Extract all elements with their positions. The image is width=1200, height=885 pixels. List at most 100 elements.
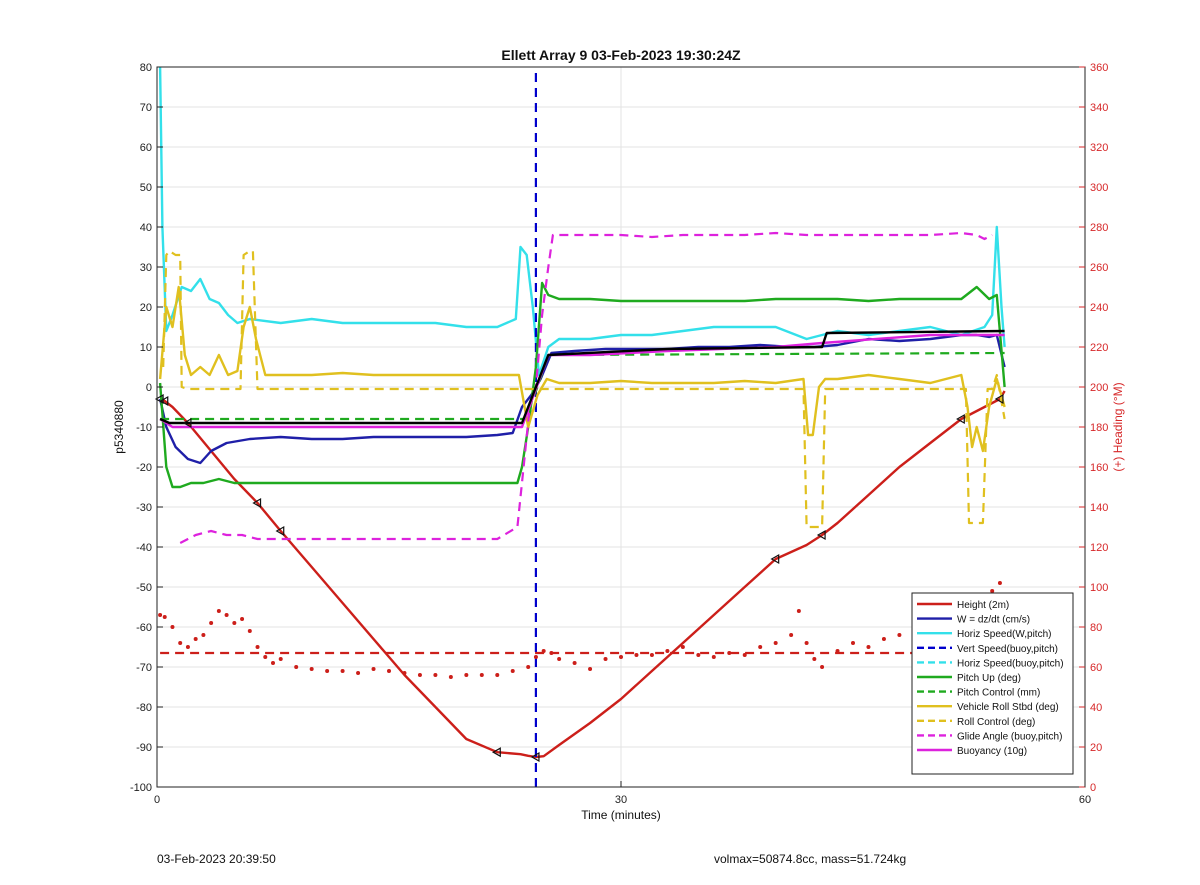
legend-label: Horiz Speed(buoy,pitch): [957, 658, 1064, 669]
series-line-roll-control-deg: [162, 249, 1006, 529]
footer-vehicle-info: volmax=50874.8cc, mass=51.724kg: [714, 852, 907, 866]
y2-axis-label: (+) Heading (°M): [1111, 382, 1125, 471]
legend-label: Pitch Control (mm): [957, 688, 1040, 699]
heading-point: [711, 655, 716, 659]
heading-point: [309, 667, 314, 671]
heading-point: [240, 617, 245, 621]
heading-point: [812, 657, 817, 661]
legend-label: Height (2m): [957, 600, 1009, 611]
heading-point: [997, 581, 1002, 585]
legend-label: Pitch Up (deg): [957, 673, 1021, 684]
heading-point: [649, 653, 654, 657]
legend-label: Horiz Speed(W,pitch): [957, 629, 1051, 640]
y2-tick-label: 40: [1090, 702, 1102, 714]
height-marker: [770, 553, 780, 565]
heading-point: [247, 629, 252, 633]
heading-point: [696, 653, 701, 657]
heading-point: [185, 645, 190, 649]
y-tick-label: -10: [136, 422, 152, 434]
y-tick-label: -60: [136, 622, 152, 634]
heading-point: [990, 589, 995, 593]
heading-point: [464, 673, 469, 677]
height-marker: [159, 395, 169, 407]
y-tick-label: 80: [140, 62, 152, 74]
legend-label: W = dz/dt (cm/s): [957, 615, 1030, 626]
heading-point: [232, 621, 237, 625]
heading-point: [216, 609, 221, 613]
y-tick-label: -90: [136, 742, 152, 754]
series-line-height-2m: [159, 390, 1006, 759]
series-line-buoyancy-10g: [159, 333, 1005, 429]
y2-tick-label: 120: [1090, 542, 1108, 554]
heading-point: [588, 667, 593, 671]
y2-tick-label: 240: [1090, 302, 1108, 314]
y2-tick-label: 180: [1090, 422, 1108, 434]
y-tick-label: -30: [136, 502, 152, 514]
heading-point: [557, 657, 562, 661]
heading-point: [533, 655, 538, 659]
heading-point: [680, 645, 685, 649]
heading-point: [162, 615, 167, 619]
heading-point: [201, 633, 206, 637]
heading-point: [619, 655, 623, 659]
y2-tick-label: 20: [1090, 742, 1102, 754]
heading-point: [510, 669, 515, 673]
height-marker: [492, 747, 501, 758]
x-tick-label: 0: [154, 794, 160, 806]
series-line-vehicle-roll-stbd-deg: [158, 285, 1006, 453]
y-tick-label: -80: [136, 702, 152, 714]
heading-point: [325, 669, 330, 673]
y2-tick-label: 340: [1090, 102, 1108, 114]
heading-point: [178, 641, 183, 645]
heading-point: [495, 673, 500, 677]
series-line-pitch-up-deg: [158, 281, 1006, 489]
chart-title: Ellett Array 9 03-Feb-2023 19:30:24Z: [501, 47, 741, 63]
y-tick-label: 40: [140, 222, 152, 234]
series-line-glide-angle-buoy-pitch: [179, 231, 993, 544]
legend-label: Vert Speed(buoy,pitch): [957, 644, 1058, 655]
heading-point: [263, 655, 268, 659]
heading-point: [603, 657, 608, 661]
y2-tick-label: 60: [1090, 662, 1102, 674]
y2-tick-label: 80: [1090, 622, 1102, 634]
legend-label: Glide Angle (buoy,pitch): [957, 731, 1062, 742]
y2-tick-label: 200: [1090, 382, 1108, 394]
heading-point: [851, 641, 855, 645]
y2-tick-label: 360: [1090, 62, 1108, 74]
height-marker: [816, 529, 826, 541]
x-tick-label: 60: [1079, 794, 1091, 806]
y2-tick-label: 220: [1090, 342, 1108, 354]
heading-point: [758, 645, 763, 649]
heading-point: [804, 641, 809, 645]
y2-tick-label: 260: [1090, 262, 1108, 274]
legend-label: Buoyancy (10g): [957, 746, 1027, 757]
y2-tick-label: 140: [1090, 502, 1108, 514]
heading-point: [479, 673, 484, 677]
y-tick-label: -70: [136, 662, 152, 674]
y-tick-label: -40: [136, 542, 152, 554]
heading-point: [193, 637, 198, 641]
height-marker: [994, 393, 1004, 405]
heading-point: [356, 671, 361, 675]
heading-point: [371, 667, 376, 671]
heading-point: [271, 661, 275, 665]
heading-point: [526, 665, 531, 669]
x-axis-label: Time (minutes): [581, 808, 661, 822]
y-axis-label: p5340880: [112, 400, 126, 454]
height-marker: [275, 525, 285, 537]
y2-tick-label: 320: [1090, 142, 1108, 154]
heading-point: [209, 621, 214, 625]
footer-timestamp: 03-Feb-2023 20:39:50: [157, 852, 276, 866]
series-line-vbd-10-cc: [159, 329, 1005, 425]
tick-group: -100-90-80-70-60-50-40-30-20-10010203040…: [130, 62, 1108, 806]
heading-point: [224, 613, 229, 617]
y2-tick-label: 100: [1090, 582, 1108, 594]
y-tick-label: 20: [140, 302, 152, 314]
legend-box: [911, 592, 1074, 775]
y2-tick-label: 280: [1090, 222, 1108, 234]
heading-point: [278, 657, 283, 661]
heading-point: [773, 641, 778, 645]
heading-point: [255, 645, 260, 649]
heading-point: [433, 673, 438, 677]
